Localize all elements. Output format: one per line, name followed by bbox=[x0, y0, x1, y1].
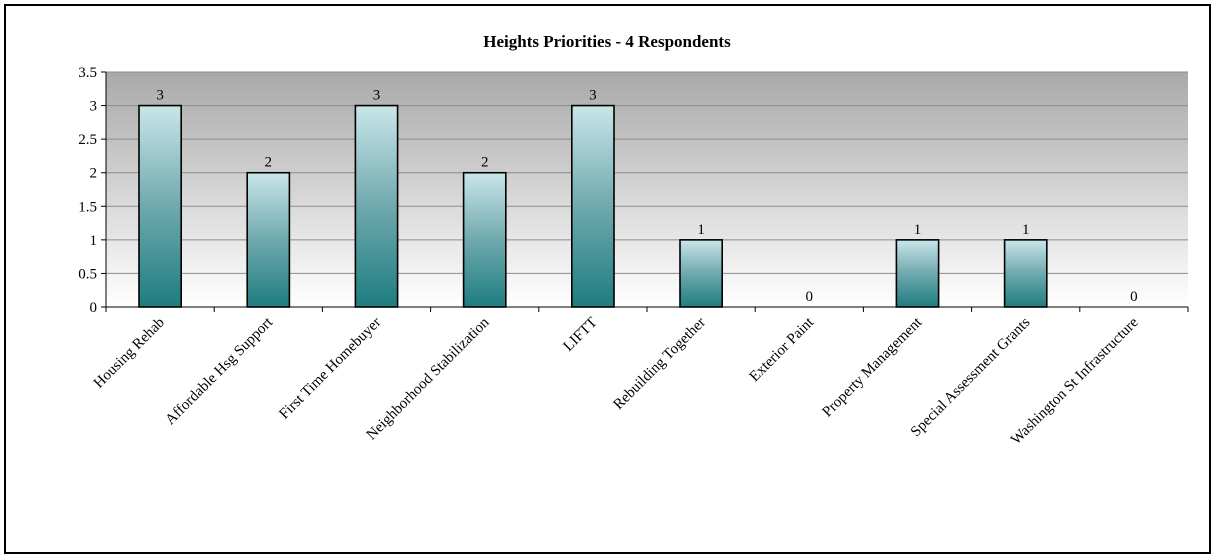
data-label: 0 bbox=[1130, 289, 1138, 305]
y-tick-label: 0.5 bbox=[78, 266, 97, 282]
bar bbox=[1003, 239, 1048, 308]
data-label: 2 bbox=[481, 155, 489, 171]
y-tick-label: 2 bbox=[90, 166, 98, 182]
data-label: 3 bbox=[156, 88, 164, 104]
bar bbox=[462, 171, 507, 308]
y-tick-label: 3 bbox=[90, 99, 98, 115]
data-label: 3 bbox=[589, 88, 597, 104]
data-label: 2 bbox=[265, 155, 273, 171]
bar bbox=[679, 239, 723, 308]
bar bbox=[138, 104, 182, 308]
x-tick-label: LIFTT bbox=[561, 315, 601, 355]
x-tick-label: Special Assessment Grants bbox=[908, 314, 1034, 440]
bar bbox=[246, 171, 291, 308]
bar bbox=[895, 239, 940, 308]
x-tick-label: First Time Homebuyer bbox=[276, 315, 384, 423]
x-tick-label: Washington St Infrastructure bbox=[1008, 314, 1142, 448]
y-tick-label: 2.5 bbox=[78, 132, 97, 148]
x-tick-label: Exterior Paint bbox=[747, 314, 818, 385]
chart-title: Heights Priorities - 4 Respondents bbox=[483, 32, 731, 51]
x-tick-label: Rebuilding Together bbox=[610, 315, 708, 413]
x-tick-label: Neighborhood Stabilization bbox=[364, 314, 493, 443]
y-tick-label: 3.5 bbox=[78, 65, 97, 81]
y-tick-label: 0 bbox=[90, 300, 98, 316]
x-tick-label: Affordable Hsg Support bbox=[162, 314, 276, 428]
x-tick-label: Housing Rehab bbox=[91, 315, 168, 392]
y-tick-label: 1.5 bbox=[78, 199, 97, 215]
x-tick-label: Property Management bbox=[819, 314, 925, 420]
y-tick-label: 1 bbox=[90, 233, 98, 249]
data-label: 0 bbox=[806, 289, 814, 305]
data-label: 1 bbox=[697, 222, 705, 238]
data-label: 3 bbox=[373, 88, 381, 104]
data-label: 1 bbox=[1022, 222, 1030, 238]
bar bbox=[354, 104, 399, 308]
data-label: 1 bbox=[914, 222, 922, 238]
bar bbox=[571, 104, 615, 308]
